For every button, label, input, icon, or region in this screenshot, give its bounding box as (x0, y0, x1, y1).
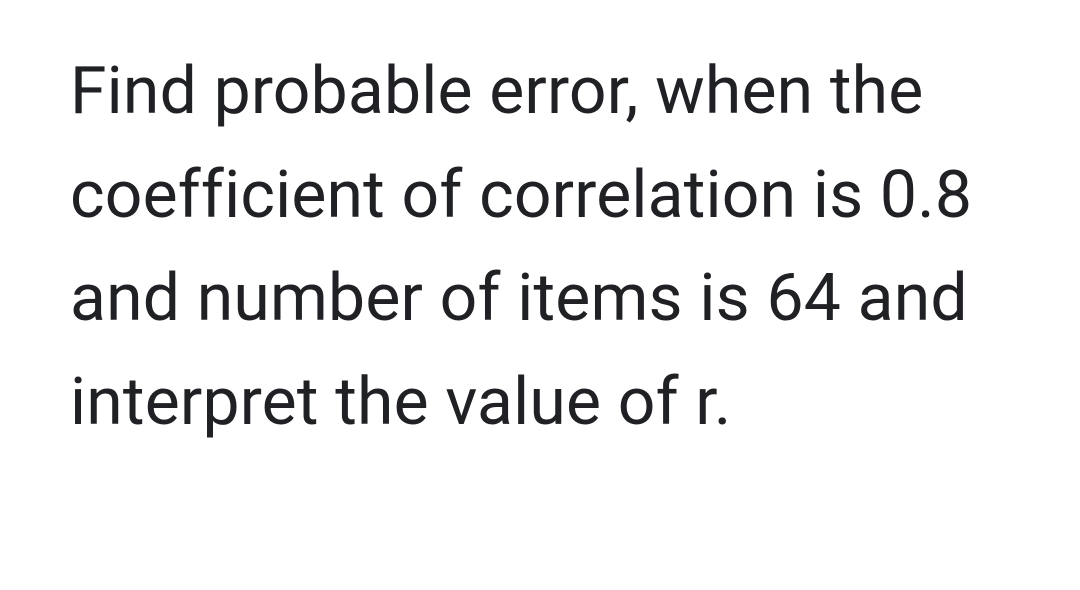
question-text: Find probable error, when the coefficien… (70, 40, 1010, 454)
